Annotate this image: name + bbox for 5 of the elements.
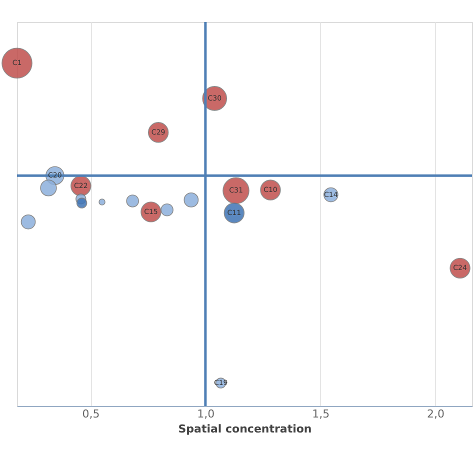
x-axis-title: Spatial concentration [178, 422, 312, 436]
x-tick-label: 1,5 [312, 408, 330, 420]
x-tick-label: 0,5 [82, 408, 100, 420]
x-tick-label: 2,0 [426, 408, 444, 420]
x-tick-label: 1,0 [197, 408, 215, 420]
